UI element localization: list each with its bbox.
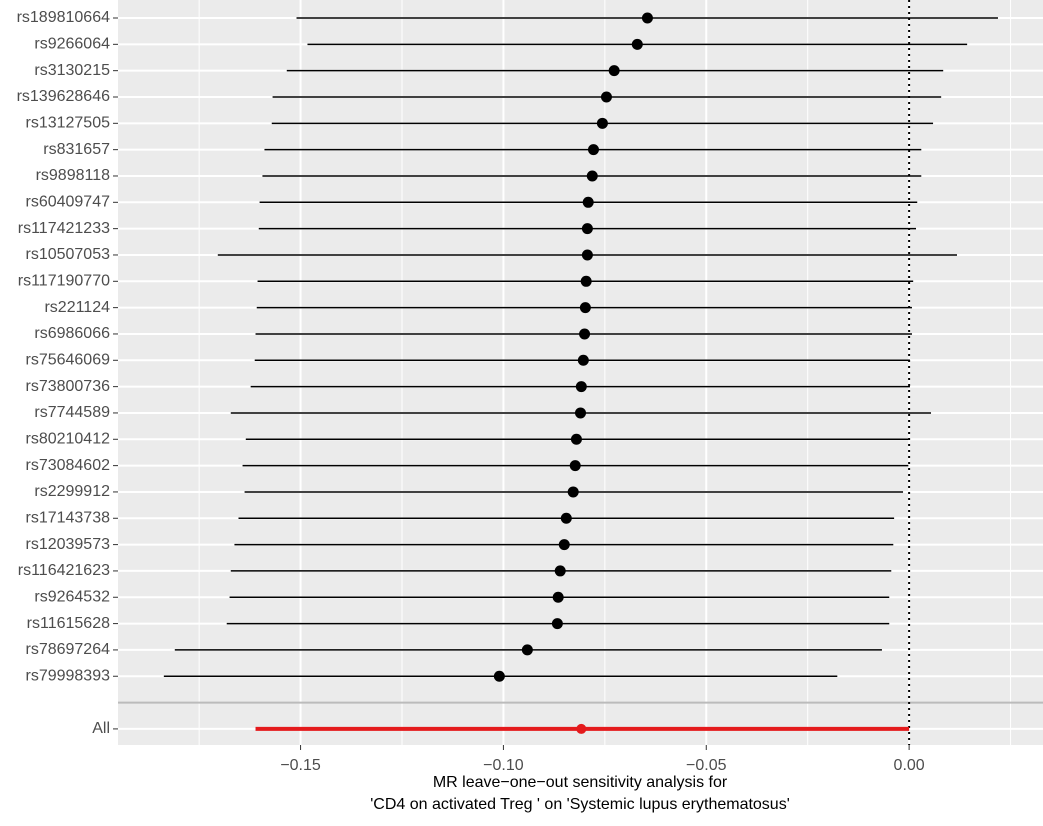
y-tick-label: rs78697264	[25, 641, 110, 658]
point	[579, 302, 591, 314]
point	[551, 618, 563, 630]
y-tick-label: rs139628646	[17, 88, 111, 105]
y-tick-label: rs6986066	[34, 325, 110, 342]
x-tick-label: 0.00	[894, 757, 925, 774]
x-axis-label: MR leave−one−out sensitivity analysis fo…	[433, 774, 728, 791]
point	[581, 223, 593, 235]
y-tick-label: rs60409747	[25, 194, 110, 211]
y-tick-label: rs80210412	[25, 430, 110, 447]
point	[567, 486, 579, 498]
y-tick-label: rs10507053	[25, 246, 110, 263]
y-tick-label: rs73800736	[25, 378, 110, 395]
point	[641, 12, 653, 24]
x-tick-label: −0.05	[686, 757, 727, 774]
point	[570, 433, 582, 445]
y-tick-label: rs75646069	[25, 352, 110, 369]
point	[552, 591, 564, 603]
point	[554, 565, 566, 577]
point	[579, 328, 591, 340]
point	[569, 460, 581, 472]
point	[600, 91, 612, 103]
y-tick-label: rs221124	[44, 299, 110, 316]
point	[560, 512, 572, 524]
point	[587, 144, 599, 156]
y-tick-label: rs9264532	[34, 588, 110, 605]
point	[558, 539, 570, 551]
panel	[118, 0, 1043, 745]
y-tick-label: rs189810664	[17, 9, 111, 26]
y-tick-label: rs117190770	[18, 273, 110, 290]
point	[575, 407, 586, 419]
y-tick-label: rs831657	[43, 141, 110, 158]
y-tick-label: rs7744589	[34, 404, 110, 421]
y-tick-label: rs3130215	[34, 62, 110, 79]
point	[582, 196, 594, 208]
y-tick-label: rs73084602	[25, 457, 110, 474]
point	[586, 170, 598, 182]
x-tick-label: −0.15	[280, 757, 321, 774]
point	[577, 354, 589, 366]
point	[521, 644, 533, 656]
y-tick-label: All	[92, 720, 110, 737]
y-tick-label: rs9898118	[36, 167, 111, 184]
y-tick-label: rs12039573	[25, 536, 110, 553]
y-tick-label: rs13127505	[25, 115, 110, 132]
y-tick-label: rs9266064	[34, 36, 110, 53]
y-tick-label: rs117421233	[18, 220, 110, 237]
point	[493, 670, 505, 682]
y-tick-label: rs17143738	[25, 509, 110, 526]
x-tick-label: −0.10	[483, 757, 524, 774]
point	[575, 381, 587, 393]
y-tick-label: rs11615628	[27, 615, 110, 632]
x-axis-label: 'CD4 on activated Treg ' on 'Systemic lu…	[370, 796, 790, 813]
point	[631, 38, 643, 50]
y-tick-label: rs2299912	[34, 483, 110, 500]
y-tick-label: rs79998393	[25, 667, 110, 684]
point	[581, 249, 593, 261]
y-tick-label: rs116421623	[18, 562, 110, 579]
point	[608, 65, 620, 77]
summary-point	[576, 723, 587, 734]
point	[596, 117, 608, 129]
point	[580, 275, 592, 287]
